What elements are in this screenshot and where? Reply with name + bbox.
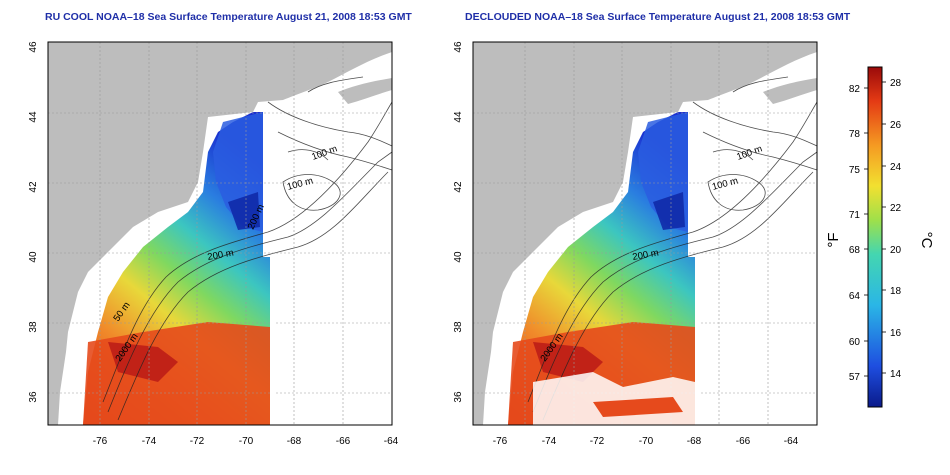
fahrenheit-tick: 78 [849,129,861,140]
left-axes: -76 -74 -72 -70 -68 -66 -64 46 44 42 40 … [28,41,399,447]
y-tick: 44 [453,111,464,123]
celsius-tick: 14 [890,369,902,380]
x-tick: -74 [542,436,557,447]
y-tick: 44 [28,111,39,123]
contour-label: 200 m [207,248,235,263]
left-map-title: RU COOL NOAA–18 Sea Surface Temperature … [45,11,412,23]
x-tick: -72 [590,436,605,447]
celsius-unit: °C [918,232,935,249]
y-tick: 42 [453,181,464,193]
right-map-panel: 100 m 100 m 200 m 2000 m [472,41,818,426]
right-axes: -76 -74 -72 -70 -68 -66 -64 46 44 42 40 … [453,41,799,447]
fahrenheit-tick: 57 [849,372,861,383]
celsius-tick: 28 [890,78,902,89]
x-tick: -76 [93,436,108,447]
fahrenheit-tick: 64 [849,291,861,302]
fahrenheit-tick: 82 [849,84,861,95]
y-tick: 40 [28,251,39,263]
y-tick: 36 [28,391,39,403]
celsius-tick: 22 [890,203,902,214]
celsius-tick: 18 [890,286,902,297]
x-tick: -64 [384,436,399,447]
fahrenheit-tick: 75 [849,165,861,176]
x-tick: -74 [142,436,157,447]
right-map-title: DECLOUDED NOAA–18 Sea Surface Temperatur… [465,11,851,23]
y-tick: 40 [453,251,464,263]
fahrenheit-tick: 60 [849,337,861,348]
x-tick: -68 [687,436,702,447]
fahrenheit-unit: °F [825,232,842,247]
colorbar: 28 26 24 22 20 18 16 14 82 78 75 71 68 6… [825,66,935,408]
celsius-tick: 20 [890,245,902,256]
fahrenheit-tick: 71 [849,210,861,221]
y-tick: 46 [453,41,464,53]
y-tick: 38 [28,321,39,333]
contour-label: 200 m [632,248,660,263]
y-tick: 42 [28,181,39,193]
y-tick: 46 [28,41,39,53]
x-tick: -66 [736,436,751,447]
celsius-tick: 24 [890,162,902,173]
celsius-tick: 26 [890,120,902,131]
x-tick: -70 [639,436,654,447]
celsius-tick: 16 [890,328,902,339]
fahrenheit-tick: 68 [849,245,861,256]
x-tick: -72 [190,436,205,447]
x-tick: -70 [239,436,254,447]
y-tick: 36 [453,391,464,403]
colorbar-gradient [867,66,883,408]
x-tick: -64 [784,436,799,447]
y-tick: 38 [453,321,464,333]
x-tick: -66 [336,436,351,447]
x-tick: -68 [287,436,302,447]
x-tick: -76 [493,436,508,447]
left-map-panel: 100 m 100 m 200 m 200 m 50 m 2000 m [47,41,393,426]
